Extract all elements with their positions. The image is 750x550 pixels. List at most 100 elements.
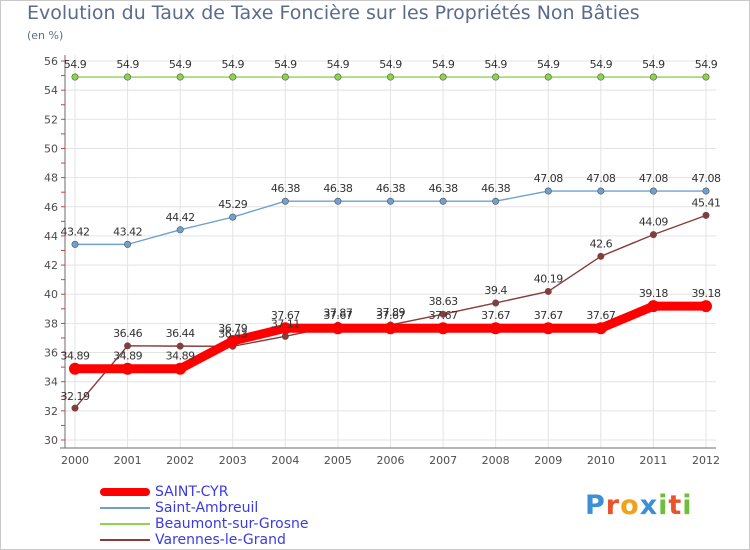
data-point-Varennes-le-Grand-2012 xyxy=(702,211,710,219)
data-label-Varennes-le-Grand-2012: 45.41 xyxy=(692,196,721,209)
data-label-Saint-Ambreuil-2012: 47.08 xyxy=(692,172,721,185)
data-label-Varennes-le-Grand-2007: 38.63 xyxy=(429,295,458,308)
data-point-Saint-Ambreuil-2001 xyxy=(124,240,132,248)
data-point-Varennes-le-Grand-2008 xyxy=(492,299,500,307)
data-point-Varennes-le-Grand-2000 xyxy=(71,404,79,412)
data-label-Saint-Ambreuil-2000: 43.42 xyxy=(61,225,90,238)
data-label-Saint-Ambreuil-2002: 44.42 xyxy=(166,211,195,224)
data-point-Beaumont-sur-Grosne-2011 xyxy=(649,73,657,81)
x-tick-label-2006: 2006 xyxy=(377,454,405,467)
data-point-Saint-Ambreuil-2012 xyxy=(702,187,710,195)
data-point-Beaumont-sur-Grosne-2006 xyxy=(386,73,394,81)
data-label-Beaumont-sur-Grosne-2005: 54.9 xyxy=(327,58,350,71)
data-label-SAINT-CYR-2003: 36.79 xyxy=(218,322,247,335)
legend-label-Varennes-le-Grand: Varennes-le-Grand xyxy=(155,532,286,548)
data-label-Saint-Ambreuil-2001: 43.42 xyxy=(113,225,142,238)
legend-swatch-SAINT-CYR xyxy=(100,488,150,496)
data-point-Saint-Ambreuil-2000 xyxy=(71,240,79,248)
data-point-SAINT-CYR-2002 xyxy=(174,362,187,375)
data-label-Saint-Ambreuil-2008: 46.38 xyxy=(481,182,510,195)
data-label-Beaumont-sur-Grosne-2004: 54.9 xyxy=(274,58,297,71)
data-label-Beaumont-sur-Grosne-2012: 54.9 xyxy=(695,58,718,71)
data-point-Varennes-le-Grand-2001 xyxy=(124,342,132,350)
data-point-Beaumont-sur-Grosne-2007 xyxy=(439,73,447,81)
data-label-Beaumont-sur-Grosne-2010: 54.9 xyxy=(590,58,613,71)
data-point-SAINT-CYR-2008 xyxy=(489,322,502,335)
data-label-Beaumont-sur-Grosne-2006: 54.9 xyxy=(379,58,402,71)
data-point-Saint-Ambreuil-2002 xyxy=(176,226,184,234)
data-label-Beaumont-sur-Grosne-2009: 54.9 xyxy=(537,58,560,71)
data-label-Varennes-le-Grand-2008: 39.4 xyxy=(484,284,507,297)
data-label-Beaumont-sur-Grosne-2002: 54.9 xyxy=(169,58,192,71)
legend-label-Beaumont-sur-Grosne: Beaumont-sur-Grosne xyxy=(155,516,309,532)
data-label-Saint-Ambreuil-2010: 47.08 xyxy=(586,172,615,185)
data-label-Saint-Ambreuil-2006: 46.38 xyxy=(376,182,405,195)
data-point-Beaumont-sur-Grosne-2004 xyxy=(281,73,289,81)
data-label-Varennes-le-Grand-2001: 36.46 xyxy=(113,327,142,340)
data-labels: 54.9 54.9 54.9 54.9 54.9 54.9 54.9 54.9 54.9 54.9… xyxy=(61,58,722,403)
logo-letter: o xyxy=(620,490,640,521)
data-point-Varennes-le-Grand-2010 xyxy=(597,252,605,260)
y-tick-label-46: 46 xyxy=(44,201,58,214)
data-label-Beaumont-sur-Grosne-2003: 54.9 xyxy=(222,58,245,71)
y-tick-label-30: 30 xyxy=(44,434,58,447)
data-point-Saint-Ambreuil-2006 xyxy=(386,197,394,205)
x-tick-label-2003: 2003 xyxy=(219,454,247,467)
proxiti-logo: Proxiti xyxy=(585,490,693,521)
data-point-Beaumont-sur-Grosne-2001 xyxy=(124,73,132,81)
y-tick-label-42: 42 xyxy=(44,259,58,272)
data-point-SAINT-CYR-2004 xyxy=(279,322,292,335)
logo-letter: x xyxy=(639,490,659,521)
y-tick-label-50: 50 xyxy=(44,142,58,155)
x-tick-label-2007: 2007 xyxy=(429,454,457,467)
data-point-SAINT-CYR-2011 xyxy=(647,300,660,313)
chart-title: Evolution du Taux de Taxe Foncière sur l… xyxy=(27,2,640,24)
data-label-Saint-Ambreuil-2011: 47.08 xyxy=(639,172,668,185)
legend-swatch-Beaumont-sur-Grosne xyxy=(100,523,150,525)
data-point-Saint-Ambreuil-2010 xyxy=(597,187,605,195)
logo-letter: i xyxy=(682,490,693,521)
data-label-Saint-Ambreuil-2003: 45.29 xyxy=(218,198,247,211)
data-point-Beaumont-sur-Grosne-2005 xyxy=(334,73,342,81)
data-label-SAINT-CYR-2010: 37.67 xyxy=(586,309,615,322)
y-tick-label-56: 56 xyxy=(44,55,58,68)
y-tick-label-44: 44 xyxy=(44,230,58,243)
data-label-Beaumont-sur-Grosne-2000: 54.9 xyxy=(64,58,87,71)
x-tick-label-2004: 2004 xyxy=(271,454,299,467)
data-point-Saint-Ambreuil-2009 xyxy=(544,187,552,195)
x-tick-label-2009: 2009 xyxy=(534,454,562,467)
x-tick-label-2008: 2008 xyxy=(482,454,510,467)
data-label-Varennes-le-Grand-2004: 37.11 xyxy=(271,317,300,330)
legend-swatch-Saint-Ambreuil xyxy=(100,507,150,509)
data-label-Beaumont-sur-Grosne-2001: 54.9 xyxy=(116,58,139,71)
data-label-Varennes-le-Grand-2009: 40.19 xyxy=(534,272,563,285)
y-tick-label-52: 52 xyxy=(44,113,58,126)
data-label-Saint-Ambreuil-2007: 46.38 xyxy=(429,182,458,195)
data-point-Saint-Ambreuil-2008 xyxy=(492,197,500,205)
data-point-Beaumont-sur-Grosne-2003 xyxy=(229,73,237,81)
axes: 30 32 34 36 38 40 42 44 46 48 50 52 54 56 2000 2001 2002… xyxy=(44,55,720,467)
x-tick-label-2010: 2010 xyxy=(587,454,615,467)
x-tick-label-2011: 2011 xyxy=(639,454,667,467)
data-point-Saint-Ambreuil-2004 xyxy=(281,197,289,205)
data-label-Varennes-le-Grand-2006: 37.89 xyxy=(376,306,405,319)
x-tick-label-2012: 2012 xyxy=(692,454,720,467)
data-point-Beaumont-sur-Grosne-2010 xyxy=(597,73,605,81)
series-layer xyxy=(69,73,712,412)
data-label-SAINT-CYR-2001: 34.89 xyxy=(113,350,142,363)
logo-letter: t xyxy=(668,490,683,521)
data-label-Saint-Ambreuil-2004: 46.38 xyxy=(271,182,300,195)
data-point-SAINT-CYR-2007 xyxy=(437,322,450,335)
y-tick-label-34: 34 xyxy=(44,376,58,389)
data-label-SAINT-CYR-2007: 37.67 xyxy=(429,309,458,322)
legend-swatch-Varennes-le-Grand xyxy=(100,539,150,541)
logo-letter: r xyxy=(605,490,621,521)
data-point-Saint-Ambreuil-2003 xyxy=(229,213,237,221)
logo-letter: i xyxy=(658,490,669,521)
data-point-SAINT-CYR-2000 xyxy=(69,362,81,375)
data-point-Beaumont-sur-Grosne-2009 xyxy=(544,73,552,81)
data-label-Varennes-le-Grand-2010: 42.6 xyxy=(590,237,613,250)
data-label-Varennes-le-Grand-2000: 32.19 xyxy=(61,390,90,403)
data-label-Beaumont-sur-Grosne-2007: 54.9 xyxy=(432,58,455,71)
